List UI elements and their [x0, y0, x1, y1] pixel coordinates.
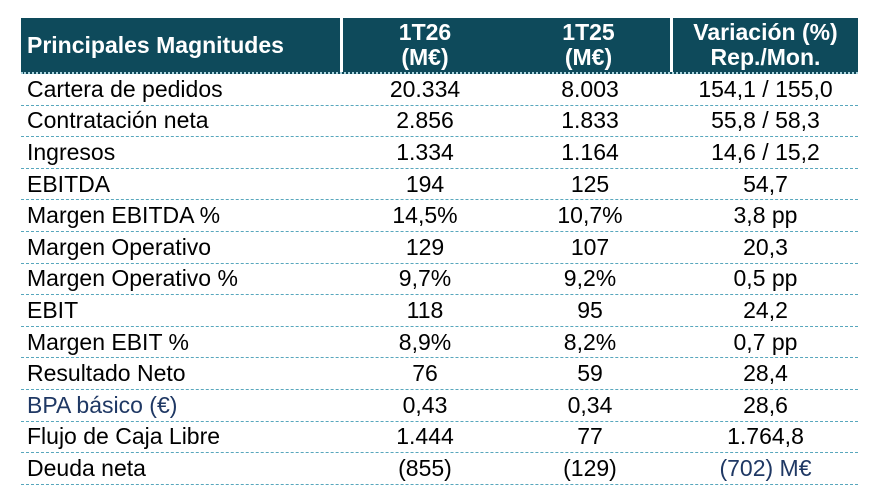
value-variacion: (702) M€ — [719, 454, 812, 481]
value-1t25: 125 — [570, 170, 610, 197]
header-variacion-line1: Variación (%) — [693, 19, 838, 45]
table-row: Margen Operativo % 9,7% 9,2% 0,5 pp — [21, 264, 858, 296]
header-1t26-line2: (M€) — [401, 44, 449, 70]
value-1t26: 129 — [405, 233, 445, 260]
value-variacion: 3,8 pp — [733, 202, 798, 229]
header-col-1t26: 1T26 (M€) — [343, 18, 507, 72]
table-header-row: Principales Magnitudes 1T26 (M€) 1T25 (M… — [21, 18, 858, 74]
table-row: Margen EBITDA % 14,5% 10,7% 3,8 pp — [21, 200, 858, 232]
table-row: Margen EBIT % 8,9% 8,2% 0,7 pp — [21, 327, 858, 359]
value-1t26: 1.334 — [396, 138, 454, 165]
table-row: Ingresos 1.334 1.164 14,6 / 15,2 — [21, 137, 858, 169]
value-1t25: 1.833 — [561, 107, 619, 134]
table-row: Flujo de Caja Libre 1.444 77 1.764,8 — [21, 422, 858, 454]
value-1t25: 8.003 — [561, 75, 619, 102]
value-1t25: 77 — [577, 423, 603, 450]
row-label: Ingresos — [27, 138, 116, 165]
value-variacion: 20,3 — [743, 233, 788, 260]
value-1t25: 8,2% — [563, 328, 617, 355]
value-1t26: 0,43 — [402, 391, 448, 418]
table-body: Cartera de pedidos 20.334 8.003 154,1 / … — [21, 74, 858, 485]
value-variacion: 54,7 — [743, 170, 788, 197]
row-label: Margen EBIT % — [27, 328, 189, 355]
value-1t25: (129) — [563, 454, 617, 481]
value-1t26: 118 — [406, 296, 444, 323]
header-1t25-line2: (M€) — [564, 44, 613, 70]
value-1t25: 95 — [577, 296, 603, 323]
row-label: Margen Operativo — [27, 233, 212, 260]
value-variacion: 55,8 / 58,3 — [711, 107, 820, 134]
table-row: EBIT 118 95 24,2 — [21, 295, 858, 327]
value-1t26: 76 — [412, 360, 438, 387]
table-row: Deuda neta (855) (129) (702) M€ — [21, 453, 858, 485]
value-1t25: 9,2% — [563, 265, 617, 292]
value-1t26: 1.444 — [396, 423, 454, 450]
header-col-1t25: 1T25 (M€) — [507, 18, 673, 72]
row-label: Margen EBITDA % — [27, 202, 221, 229]
row-label: Contratación neta — [27, 107, 209, 134]
row-label: Flujo de Caja Libre — [27, 423, 221, 450]
header-col-variacion: Variación (%) Rep./Mon. — [673, 18, 858, 72]
value-1t26: 194 — [405, 170, 445, 197]
value-variacion: 0,5 pp — [733, 265, 798, 292]
table-row: Margen Operativo 129 107 20,3 — [21, 232, 858, 264]
value-1t25: 10,7% — [557, 202, 623, 229]
row-label: EBITDA — [27, 170, 111, 197]
table-row: Contratación neta 2.856 1.833 55,8 / 58,… — [21, 106, 858, 138]
row-label: EBIT — [27, 296, 79, 323]
table-row: BPA básico (€) 0,43 0,34 28,6 — [21, 390, 858, 422]
value-1t25: 1.164 — [561, 138, 619, 165]
value-1t26: 20.334 — [389, 75, 461, 102]
value-1t26: (855) — [398, 454, 452, 481]
value-variacion: 1.764,8 — [727, 423, 804, 450]
table-row: Resultado Neto 76 59 28,4 — [21, 358, 858, 390]
value-variacion: 0,7 pp — [733, 328, 798, 355]
header-1t26-line1: 1T26 — [398, 19, 452, 45]
value-1t26: 9,7% — [398, 265, 452, 292]
table-row: EBITDA 194 125 54,7 — [21, 169, 858, 201]
value-variacion: 14,6 / 15,2 — [711, 138, 820, 165]
value-variacion: 28,6 — [743, 391, 788, 418]
value-variacion: 154,1 / 155,0 — [698, 75, 833, 102]
header-magnitudes-label: Principales Magnitudes — [27, 31, 284, 58]
header-variacion-line2: Rep./Mon. — [710, 44, 821, 70]
value-1t25: 107 — [570, 233, 610, 260]
value-1t26: 2.856 — [396, 107, 454, 134]
principal-magnitudes-table: Principales Magnitudes 1T26 (M€) 1T25 (M… — [21, 18, 858, 485]
row-label: Resultado Neto — [27, 360, 186, 387]
row-label: Margen Operativo % — [27, 265, 238, 292]
row-label: BPA básico (€) — [27, 391, 178, 418]
header-1t25-line1: 1T25 — [562, 19, 615, 45]
value-1t25: 59 — [577, 360, 603, 387]
row-label: Cartera de pedidos — [27, 75, 223, 102]
value-variacion: 28,4 — [743, 360, 788, 387]
value-1t25: 0,34 — [567, 391, 613, 418]
value-1t26: 14,5% — [392, 202, 458, 229]
table-row: Cartera de pedidos 20.334 8.003 154,1 / … — [21, 74, 858, 106]
row-label: Deuda neta — [27, 454, 146, 481]
value-variacion: 24,2 — [743, 296, 788, 323]
header-col-magnitudes: Principales Magnitudes — [21, 18, 343, 72]
value-1t26: 8,9% — [398, 328, 452, 355]
